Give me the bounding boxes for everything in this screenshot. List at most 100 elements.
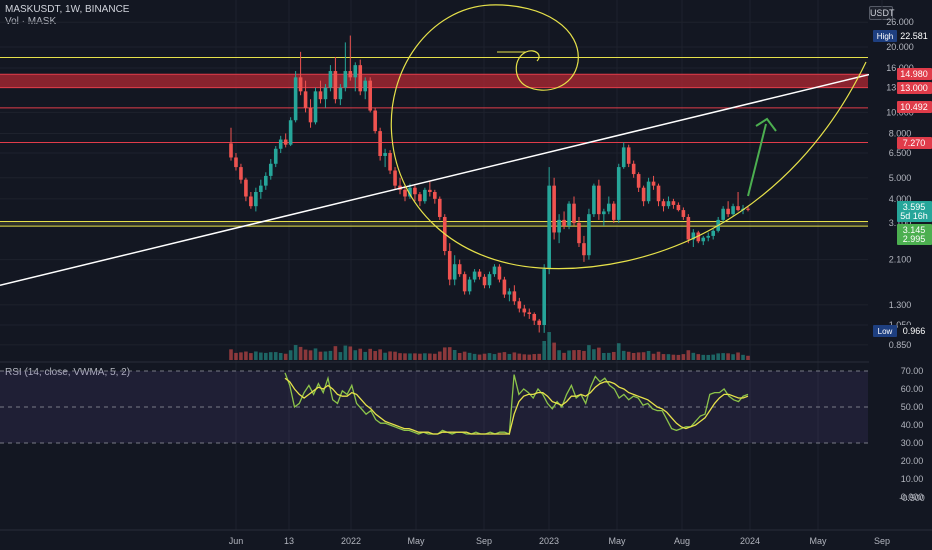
candle-55 xyxy=(502,279,507,295)
volume-bar-78 xyxy=(616,343,621,360)
candle-85 xyxy=(651,181,656,186)
volume-bar-94 xyxy=(696,354,701,360)
candle-24 xyxy=(348,71,353,78)
volume-bar-54 xyxy=(497,352,502,360)
price-badge: 10.492 xyxy=(900,102,928,112)
candle-20 xyxy=(328,71,333,88)
volume-bar-98 xyxy=(716,353,720,360)
price-tick-label: 3.100 xyxy=(889,218,912,228)
candle-102 xyxy=(736,206,740,211)
volume-bar-92 xyxy=(686,350,691,360)
candle-52 xyxy=(487,274,492,286)
badge-bg xyxy=(897,101,932,113)
volume-bar-13 xyxy=(293,345,298,360)
volume-bar-11 xyxy=(283,353,288,360)
volume-bar-89 xyxy=(671,354,676,360)
candle-28 xyxy=(368,80,372,111)
volume-bar-30 xyxy=(378,349,382,360)
candle-23 xyxy=(343,71,348,88)
badge-bg xyxy=(898,30,932,42)
price-badge: 13.000 xyxy=(900,83,928,93)
volume-bar-52 xyxy=(487,353,492,360)
badge-label-bg xyxy=(873,30,897,42)
volume-bar-22 xyxy=(338,352,343,360)
volume-bar-32 xyxy=(388,351,392,360)
price-badge: 22.581 xyxy=(900,31,928,41)
volume-bar-61 xyxy=(532,354,537,360)
rsi-tick-label: -0.500 xyxy=(899,493,925,503)
candle-69 xyxy=(572,203,576,223)
candle-9 xyxy=(273,148,278,164)
price-tick-label: 0.850 xyxy=(889,340,912,350)
candle-41 xyxy=(433,192,437,199)
price-badge: 2.995 xyxy=(903,234,926,244)
volume-bar-82 xyxy=(636,352,641,360)
candle-68 xyxy=(567,203,571,226)
rsi-series-1 xyxy=(284,377,749,435)
volume-bar-79 xyxy=(621,350,626,360)
volume-bar-67 xyxy=(562,352,566,360)
candle-14 xyxy=(298,77,303,92)
volume-bar-64 xyxy=(547,332,551,360)
volume-bar-16 xyxy=(308,350,313,360)
candle-56 xyxy=(507,291,512,295)
volume-bar-4 xyxy=(249,353,253,360)
candle-101 xyxy=(731,206,735,215)
candle-95 xyxy=(701,237,706,242)
volume-bar-41 xyxy=(433,353,437,360)
candle-33 xyxy=(393,170,397,186)
support-zone xyxy=(0,221,868,227)
volume-bar-74 xyxy=(597,347,601,360)
volume-bar-38 xyxy=(418,353,422,360)
candle-46 xyxy=(457,264,462,275)
volume-bar-99 xyxy=(721,353,725,360)
volume-bar-87 xyxy=(661,354,666,360)
volume-bar-66 xyxy=(557,350,561,360)
candle-38 xyxy=(418,194,422,202)
price-badge: 0.966 xyxy=(903,326,926,336)
volume-bar-18 xyxy=(318,351,323,360)
volume-bar-15 xyxy=(303,349,308,360)
volume-bar-42 xyxy=(437,351,442,360)
candle-48 xyxy=(467,279,472,292)
candle-90 xyxy=(676,204,681,211)
candle-78 xyxy=(616,167,621,220)
volume-bar-26 xyxy=(358,348,363,360)
volume-bar-62 xyxy=(537,353,542,360)
volume-bar-75 xyxy=(602,352,606,360)
volume-bar-17 xyxy=(313,348,318,360)
candle-7 xyxy=(263,175,268,186)
price-tick-label: 4.000 xyxy=(889,194,912,204)
volume-bar-58 xyxy=(517,353,522,360)
volume-bar-77 xyxy=(611,351,616,360)
time-tick-label: May xyxy=(608,536,626,546)
candle-44 xyxy=(447,251,452,280)
volume-bar-0 xyxy=(229,349,233,360)
candle-91 xyxy=(681,210,686,217)
time-axis: Jun 13 2022 May Sep 2023 May Aug 2024 May Sep xyxy=(0,529,932,546)
candle-82 xyxy=(636,174,641,188)
badge-bg xyxy=(897,210,932,222)
candle-27 xyxy=(363,80,368,92)
volume-bars xyxy=(229,332,750,360)
candle-86 xyxy=(656,185,661,202)
badge-bg xyxy=(897,82,932,94)
candle-63 xyxy=(542,269,546,325)
candles xyxy=(229,35,750,333)
badge-label-bg xyxy=(873,325,897,337)
time-tick-label: 2024 xyxy=(740,536,760,546)
candle-71 xyxy=(582,243,586,256)
candle-39 xyxy=(423,189,427,202)
volume-bar-7 xyxy=(263,352,268,360)
rsi-tick-label: 50.00 xyxy=(901,402,924,412)
candle-59 xyxy=(522,308,527,313)
time-tick-label: Sep xyxy=(476,536,492,546)
candle-80 xyxy=(626,147,631,164)
time-tick-label: May xyxy=(809,536,827,546)
candle-18 xyxy=(318,91,323,100)
volume-bar-20 xyxy=(328,350,333,360)
projection-arrow xyxy=(747,123,767,197)
candle-64 xyxy=(547,185,551,270)
fibonacci-spiral xyxy=(390,4,579,139)
